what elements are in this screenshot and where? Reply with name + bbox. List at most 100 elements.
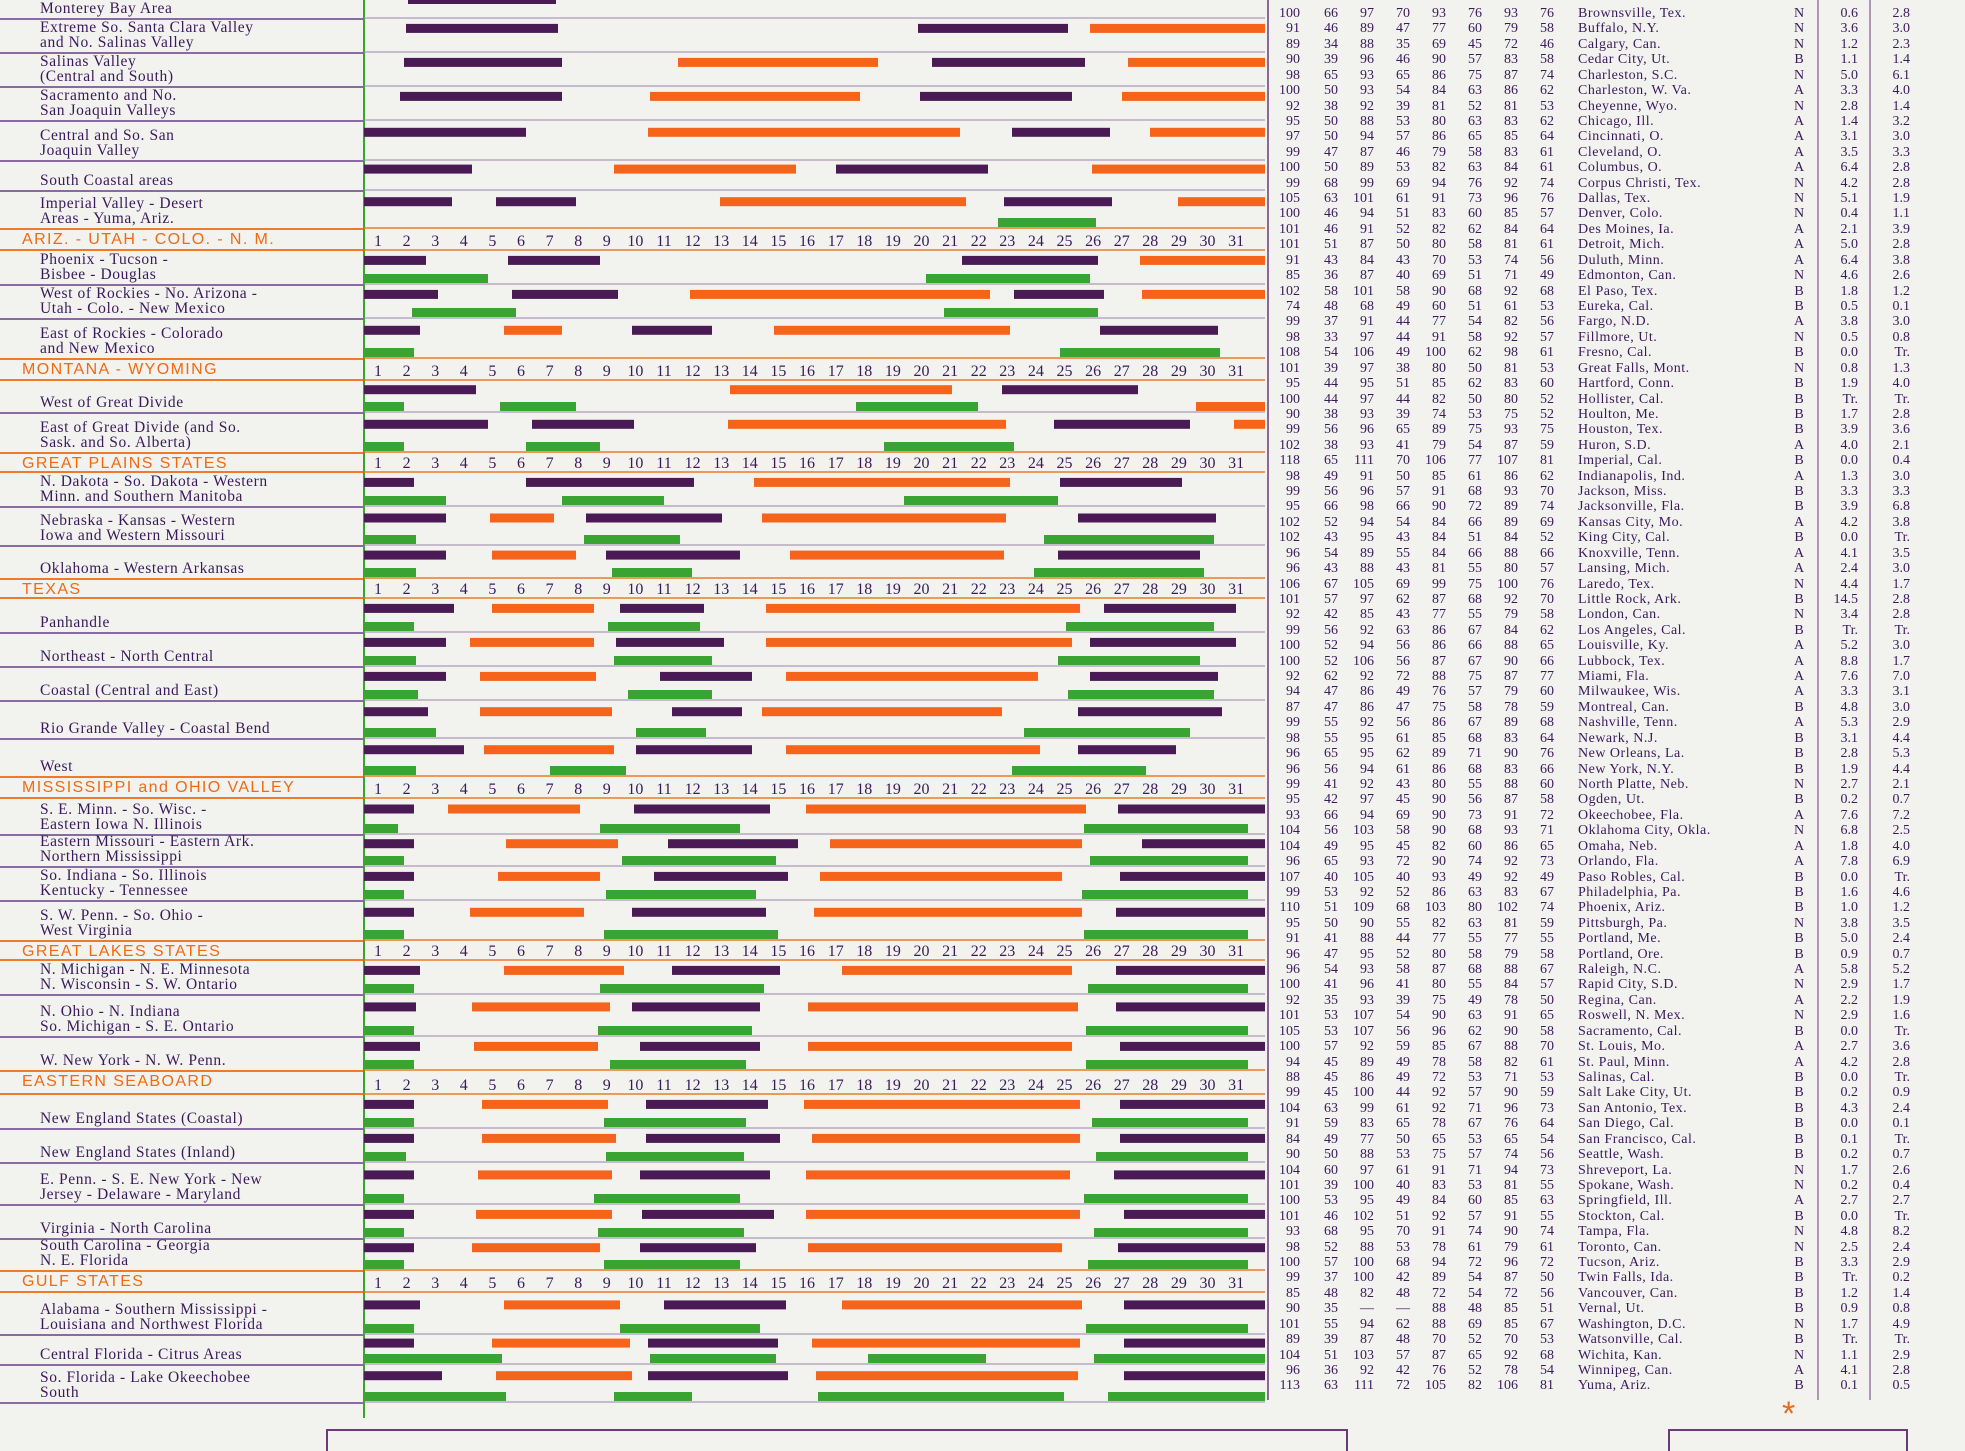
city-row: 102 43 95 43 84 51 84 52 King City, Cal. B 0.0 Tr. bbox=[1270, 530, 1910, 545]
temperature-cell: 92 bbox=[1504, 1347, 1518, 1363]
green-bar bbox=[598, 1228, 744, 1237]
precip-value-2: 0.5 bbox=[1892, 1378, 1911, 1394]
zone-code: N bbox=[1793, 1239, 1805, 1255]
precip-value-1: 0.1 bbox=[1840, 1131, 1859, 1147]
green-bar bbox=[612, 568, 692, 577]
precip-value-1: 1.7 bbox=[1840, 1316, 1859, 1332]
orange-bar bbox=[492, 1338, 630, 1348]
day-number: 19 bbox=[885, 363, 901, 380]
temperature-cell: 93 bbox=[1286, 1224, 1300, 1240]
temperature-cell: 41 bbox=[1396, 977, 1410, 993]
precip-value-1: 0.2 bbox=[1840, 1147, 1859, 1163]
temperature-cell: 69 bbox=[1540, 514, 1554, 530]
temperature-cell: 50 bbox=[1324, 83, 1338, 99]
precip-value-2: 2.8 bbox=[1892, 607, 1911, 623]
precip-value-1: 0.0 bbox=[1840, 869, 1859, 885]
temperature-cell: 54 bbox=[1324, 962, 1338, 978]
region-label: New England States (Coastal) bbox=[40, 1110, 244, 1127]
day-number: 4 bbox=[460, 233, 468, 250]
orange-bar bbox=[786, 745, 1040, 755]
temperature-cell: 82 bbox=[1432, 160, 1446, 176]
temperature-cell: 51 bbox=[1324, 1347, 1338, 1363]
precip-value-1: 1.7 bbox=[1840, 406, 1859, 422]
temperature-cell: 76 bbox=[1540, 576, 1554, 592]
city-row: 113 63 111 72 105 82 106 81 Yuma, Ariz. B 0.1 0.5 bbox=[1270, 1378, 1910, 1393]
city-name: King City, Cal. bbox=[1578, 530, 1671, 546]
temperature-cell: 47 bbox=[1396, 699, 1410, 715]
purple-bar bbox=[364, 385, 476, 395]
temperature-cell: 93 bbox=[1504, 422, 1518, 438]
zone-code: A bbox=[1793, 1362, 1805, 1378]
day-number: 8 bbox=[574, 1275, 582, 1292]
region-divider bbox=[0, 738, 365, 740]
zone-code: B bbox=[1794, 499, 1804, 515]
city-row: 96 43 88 43 81 55 80 57 Lansing, Mich. A 2.4 3.0 bbox=[1270, 561, 1910, 576]
temperature-cell: 74 bbox=[1432, 406, 1446, 422]
green-bar bbox=[1086, 1060, 1248, 1069]
green-bar bbox=[1084, 930, 1248, 939]
precip-value-1: 6.4 bbox=[1840, 160, 1859, 176]
temperature-cell: 99 bbox=[1286, 1270, 1300, 1286]
day-number: 23 bbox=[999, 943, 1015, 960]
city-name: Imperial, Cal. bbox=[1578, 453, 1663, 469]
day-number: 22 bbox=[971, 455, 987, 472]
temperature-cell: 80 bbox=[1432, 977, 1446, 993]
day-number: 24 bbox=[1028, 233, 1044, 250]
temperature-cell: 107 bbox=[1279, 869, 1300, 885]
temperature-cell: 72 bbox=[1540, 1255, 1554, 1271]
temperature-cell: 86 bbox=[1432, 622, 1446, 638]
day-number: 25 bbox=[1057, 781, 1073, 798]
temperature-cell: 73 bbox=[1540, 854, 1554, 870]
temperature-cell: 65 bbox=[1468, 129, 1482, 145]
purple-bar bbox=[1120, 1133, 1265, 1143]
green-bar bbox=[1044, 535, 1214, 544]
temperature-cell: 53 bbox=[1468, 1177, 1482, 1193]
day-number: 5 bbox=[488, 1077, 496, 1094]
temperature-cell: 57 bbox=[1396, 1347, 1410, 1363]
purple-bar bbox=[364, 325, 420, 335]
day-number: 12 bbox=[685, 363, 701, 380]
precip-value-2: 0.2 bbox=[1892, 1270, 1911, 1286]
precip-value-1: 6.4 bbox=[1840, 252, 1859, 268]
temperature-cell: 58 bbox=[1540, 792, 1554, 808]
temperature-cell: 65 bbox=[1324, 453, 1338, 469]
day-number: 19 bbox=[885, 1077, 901, 1094]
temperature-cell: 53 bbox=[1468, 1131, 1482, 1147]
purple-bar bbox=[1060, 477, 1182, 487]
temperature-cell: 95 bbox=[1286, 113, 1300, 129]
temperature-cell: 47 bbox=[1324, 699, 1338, 715]
temperature-cell: 82 bbox=[1432, 838, 1446, 854]
zone-code: B bbox=[1794, 345, 1804, 361]
temperature-cell: 93 bbox=[1360, 437, 1374, 453]
city-name: Cleveland, O. bbox=[1578, 144, 1662, 160]
region-label: N. Michigan - N. E. Minnesota N. Wiscons… bbox=[40, 961, 251, 993]
zone-code: B bbox=[1794, 884, 1804, 900]
temperature-cell: 48 bbox=[1396, 1332, 1410, 1348]
temperature-cell: 58 bbox=[1540, 607, 1554, 623]
precip-value-1: 6.8 bbox=[1840, 823, 1859, 839]
city-name: Cedar City, Ut. bbox=[1578, 52, 1671, 68]
orange-bar bbox=[790, 550, 1004, 560]
day-number: 9 bbox=[603, 581, 611, 598]
temperature-cell: 68 bbox=[1468, 962, 1482, 978]
temperature-cell: 65 bbox=[1324, 67, 1338, 83]
temperature-cell: 74 bbox=[1504, 1147, 1518, 1163]
day-number: 17 bbox=[828, 1077, 844, 1094]
day-number: 27 bbox=[1114, 455, 1130, 472]
precip-value-2: 1.3 bbox=[1892, 360, 1911, 376]
city-name: Newark, N.J. bbox=[1578, 730, 1658, 746]
city-name: Buffalo, N.Y. bbox=[1578, 21, 1660, 37]
orange-bar bbox=[1178, 197, 1265, 207]
temperature-cell: 80 bbox=[1432, 237, 1446, 253]
day-number: 27 bbox=[1114, 233, 1130, 250]
purple-bar bbox=[1124, 1209, 1265, 1219]
city-row: 96 36 92 42 76 52 78 54 Winnipeg, Can. A 4.1 2.8 bbox=[1270, 1363, 1910, 1378]
precip-value-2: 3.9 bbox=[1892, 221, 1911, 237]
city-name: Seattle, Wash. bbox=[1578, 1147, 1665, 1163]
temperature-cell: 71 bbox=[1540, 823, 1554, 839]
temperature-cell: 84 bbox=[1504, 530, 1518, 546]
temperature-cell: 76 bbox=[1468, 6, 1482, 21]
city-row: 85 36 87 40 69 51 71 49 Edmonton, Can. N 4.6 2.6 bbox=[1270, 268, 1910, 283]
city-name: Fillmore, Ut. bbox=[1578, 329, 1658, 345]
day-number: 23 bbox=[999, 581, 1015, 598]
